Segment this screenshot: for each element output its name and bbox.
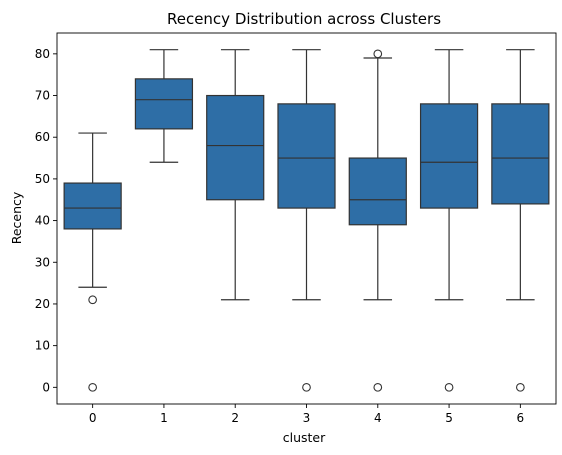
x-axis: 0 1 2 3 4 5 6 bbox=[89, 404, 524, 425]
outlier-point bbox=[88, 295, 97, 305]
iqr-box bbox=[63, 182, 122, 230]
y-tick-label: 60 bbox=[35, 130, 50, 144]
y-tick-label: 40 bbox=[35, 214, 50, 228]
y-tick-label: 30 bbox=[35, 255, 50, 269]
box-cluster-5 bbox=[419, 49, 479, 392]
y-tick-label: 10 bbox=[35, 339, 50, 353]
y-tick-label: 50 bbox=[35, 172, 50, 186]
box-series bbox=[63, 49, 550, 392]
x-tick-label: 0 bbox=[89, 411, 97, 425]
outlier-point bbox=[516, 382, 525, 392]
y-tick-label: 70 bbox=[35, 89, 50, 103]
iqr-box bbox=[419, 103, 479, 209]
iqr-box bbox=[206, 94, 265, 201]
x-tick-label: 5 bbox=[445, 411, 453, 425]
outlier-point bbox=[373, 382, 383, 392]
y-axis-label: Recency bbox=[9, 191, 24, 244]
outlier-point bbox=[444, 382, 454, 392]
iqr-box bbox=[491, 103, 550, 205]
y-tick-label: 80 bbox=[35, 47, 50, 61]
chart-title: Recency Distribution across Clusters bbox=[167, 10, 441, 28]
box-cluster-1 bbox=[134, 49, 194, 163]
x-tick-label: 3 bbox=[303, 411, 311, 425]
box-cluster-0 bbox=[63, 132, 122, 392]
x-tick-label: 2 bbox=[231, 411, 239, 425]
box-cluster-6 bbox=[491, 49, 550, 392]
y-axis: 0 10 20 30 40 50 60 70 80 bbox=[35, 47, 57, 394]
box-cluster-2 bbox=[206, 49, 265, 301]
outlier-point bbox=[302, 382, 311, 392]
box-cluster-3 bbox=[277, 49, 336, 392]
iqr-box bbox=[348, 157, 407, 226]
x-axis-label: cluster bbox=[283, 430, 326, 445]
y-tick-label: 20 bbox=[35, 297, 50, 311]
outlier-point bbox=[88, 382, 97, 392]
x-tick-label: 1 bbox=[160, 411, 168, 425]
box-cluster-4 bbox=[348, 49, 407, 392]
x-tick-label: 4 bbox=[374, 411, 382, 425]
x-tick-label: 6 bbox=[517, 411, 525, 425]
y-tick-label: 0 bbox=[42, 380, 50, 394]
outlier-point bbox=[373, 49, 383, 59]
iqr-box bbox=[134, 78, 194, 130]
iqr-box bbox=[277, 103, 336, 209]
